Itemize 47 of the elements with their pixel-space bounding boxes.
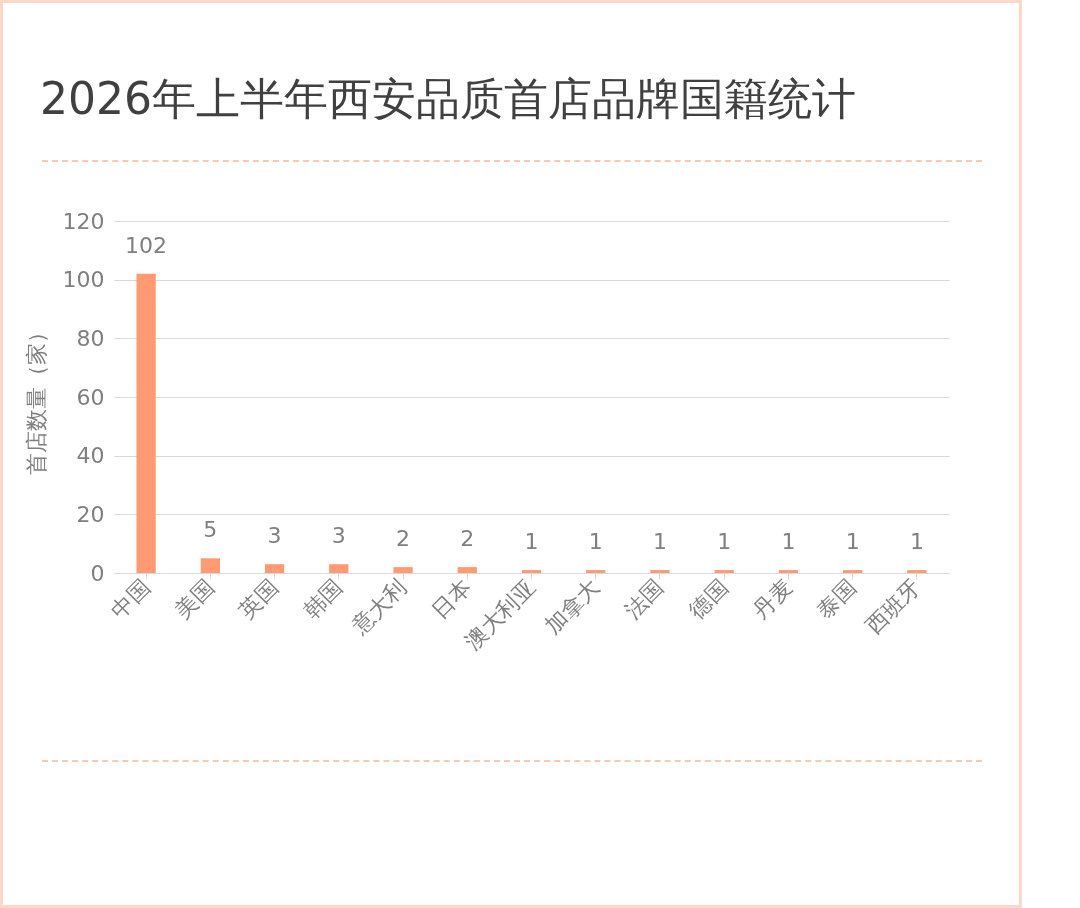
bar	[521, 570, 542, 573]
bar	[457, 567, 477, 573]
x-tick-label: 中国	[105, 574, 155, 624]
bar	[778, 570, 799, 573]
x-tick-label: 加拿大	[539, 574, 605, 639]
y-tick-label: 80	[76, 325, 105, 351]
y-tick-label: 20	[76, 501, 105, 527]
bar	[136, 273, 156, 573]
bar	[264, 564, 285, 573]
y-tick-label: 0	[90, 560, 105, 586]
bar	[714, 570, 734, 573]
x-tick-label: 英国	[234, 574, 284, 624]
x-tick-label: 韩国	[298, 574, 348, 624]
bar	[650, 570, 670, 573]
data-label: 1	[588, 529, 603, 555]
bar	[393, 567, 413, 573]
data-label: 3	[267, 523, 282, 549]
x-tick-label: 丹麦	[748, 574, 797, 624]
x-tick-label: 法国	[619, 574, 669, 624]
data-label: 3	[331, 523, 346, 549]
data-label: 1	[845, 529, 860, 555]
y-tick-label: 120	[62, 208, 105, 234]
x-tick-label: 泰国	[812, 574, 862, 624]
y-tick-label: 40	[76, 443, 105, 469]
y-axis-title: 首店数量（家）	[23, 320, 49, 475]
x-tick-label: 日本	[426, 574, 476, 624]
bar	[907, 570, 927, 573]
data-label: 2	[460, 526, 475, 552]
y-tick-label: 100	[62, 267, 105, 293]
data-label: 1	[524, 529, 539, 555]
data-label: 1	[652, 529, 667, 555]
y-tick-label: 60	[76, 384, 105, 410]
x-tick-label: 西班牙	[861, 574, 926, 639]
data-label: 1	[781, 529, 796, 555]
data-label: 2	[396, 526, 411, 552]
x-tick-label: 德国	[683, 574, 733, 624]
data-label: 1	[717, 529, 732, 555]
data-label: 102	[125, 232, 168, 258]
data-label: 5	[203, 517, 218, 543]
bar	[200, 558, 220, 573]
chart-title: 2026年上半年西安品质首店品牌国籍统计	[40, 72, 856, 126]
x-tick-label: 美国	[170, 574, 219, 624]
data-label: 1	[909, 529, 924, 555]
bar	[586, 570, 606, 573]
bar	[329, 564, 349, 573]
bar	[843, 570, 863, 573]
x-tick-label: 意大利	[346, 574, 412, 640]
